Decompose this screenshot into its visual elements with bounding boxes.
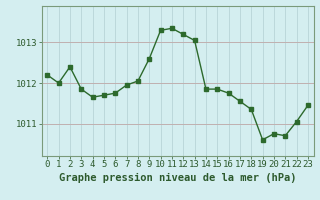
X-axis label: Graphe pression niveau de la mer (hPa): Graphe pression niveau de la mer (hPa)	[59, 173, 296, 183]
